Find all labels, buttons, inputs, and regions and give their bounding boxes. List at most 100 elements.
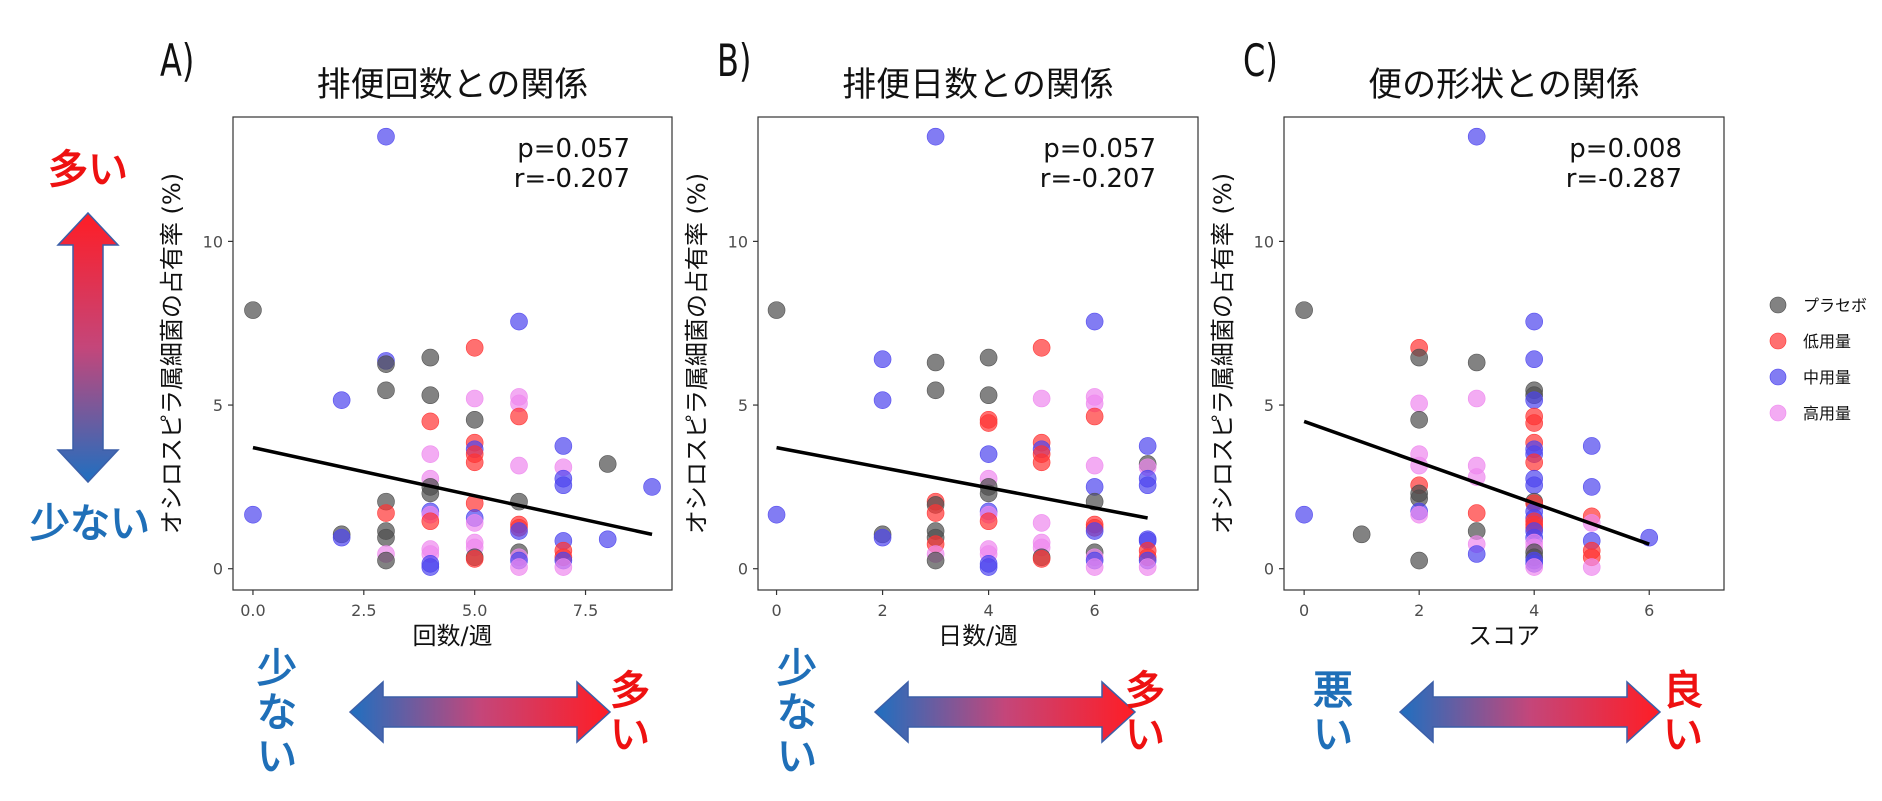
x-tick-label: 6 (1644, 601, 1654, 620)
data-point-high (510, 558, 528, 576)
data-point-high (1032, 389, 1051, 408)
data-point-mid (1582, 437, 1601, 455)
data-point-placebo (377, 528, 395, 547)
data-point-low (979, 512, 998, 531)
data-point-mid (979, 558, 998, 576)
x-tick-label: 2 (1414, 601, 1424, 620)
data-point-low (1525, 453, 1543, 472)
data-point-placebo (926, 381, 945, 400)
data-point-placebo (1410, 410, 1428, 429)
panel-a: A) 排便回数との関係 0 5 10 0.0 2.5 5.0 7.5 回数/週 オシロスピラ属細菌の… (158, 36, 673, 780)
p-value-label: p=0.008 (1569, 134, 1682, 164)
legend-label-low: 低用量 (1803, 332, 1851, 351)
left-indicator-bottom-label: 少ない (30, 501, 150, 547)
scatter-points (1295, 127, 1659, 576)
data-point-mid (1295, 505, 1313, 524)
data-point-low (465, 338, 484, 357)
data-point-mid (598, 530, 617, 549)
scatter-points (767, 127, 1157, 576)
x-tick-label: 2.5 (351, 601, 376, 620)
x-tick-label: 0 (771, 601, 781, 620)
data-point-high (1582, 558, 1601, 576)
y-tick-label: 10 (203, 232, 223, 251)
data-point-mid (1138, 476, 1157, 495)
plot-frame (757, 116, 1199, 591)
legend-label-placebo: プラセボ (1803, 296, 1867, 315)
legend-swatch-mid (1769, 368, 1787, 386)
x-tick-label: 7.5 (573, 601, 598, 620)
legend-label-high: 高用量 (1803, 404, 1851, 423)
arrow-arrow_left_label-label: 悪い (1313, 668, 1353, 758)
data-point-high (1032, 514, 1051, 532)
data-point-low (1467, 504, 1486, 522)
x-tick-label: 4 (1529, 601, 1539, 620)
r-value-label: r=-0.287 (1566, 164, 1682, 194)
data-point-high (1410, 394, 1428, 413)
data-point-low (926, 504, 945, 522)
y-axis-label: オシロスピラ属細菌の占有率 (%) (1209, 173, 1237, 534)
data-point-mid (1138, 437, 1157, 455)
data-point-placebo (767, 301, 786, 319)
x-tick-label: 6 (1090, 601, 1100, 620)
y-tick-label: 0 (738, 560, 748, 579)
legend-swatch-placebo (1769, 296, 1787, 314)
arrow-arrow_left_label-label: 少ない (777, 646, 817, 780)
data-point-mid (1525, 391, 1543, 409)
data-point-high (1410, 505, 1428, 524)
data-point-low (1525, 414, 1543, 432)
y-axis-label: オシロスピラ属細菌の占有率 (%) (683, 173, 711, 534)
data-point-placebo (465, 410, 484, 429)
data-point-placebo (598, 455, 617, 473)
data-point-high (1525, 558, 1543, 576)
data-point-placebo (926, 551, 945, 570)
data-point-mid (377, 127, 395, 146)
left-indicator-top-label: 多い (48, 147, 128, 193)
data-point-low (465, 550, 484, 568)
plot-frame (232, 116, 673, 591)
panel-letter: C) (1243, 36, 1278, 88)
data-point-placebo (421, 386, 440, 405)
x-tick-label: 0 (1299, 601, 1309, 620)
data-point-mid (244, 505, 262, 524)
data-point-low (465, 453, 484, 472)
data-point-mid (1085, 312, 1104, 331)
arrow-arrow_right_label-label: 良い (1663, 668, 1703, 758)
data-point-mid (1467, 545, 1486, 563)
data-point-high (1467, 389, 1486, 408)
data-point-placebo (926, 353, 945, 372)
scatter-points (244, 127, 661, 576)
horizontal-double-arrow (1398, 680, 1662, 744)
data-point-placebo (377, 355, 395, 373)
data-point-high (465, 389, 484, 408)
y-tick-label: 10 (1254, 232, 1274, 251)
plot-frame (1283, 116, 1725, 591)
data-point-low (1085, 407, 1104, 426)
data-point-mid (332, 528, 351, 547)
y-tick-label: 5 (1264, 396, 1274, 415)
data-point-high (1085, 558, 1104, 576)
data-point-mid (554, 437, 573, 455)
trend-line (252, 445, 653, 537)
chart-title: 排便日数との関係 (842, 65, 1114, 105)
y-tick-label: 0 (1264, 560, 1274, 579)
left-indicator: 多い 少ない (30, 147, 150, 547)
x-tick-label: 4 (984, 601, 994, 620)
trend-line (776, 445, 1148, 520)
legend-label-mid: 中用量 (1803, 368, 1851, 387)
y-tick-label: 5 (213, 396, 223, 415)
data-point-mid (873, 350, 892, 369)
data-point-high (421, 445, 440, 463)
data-point-placebo (421, 348, 440, 367)
horizontal-double-arrow (873, 680, 1137, 744)
data-point-mid (873, 391, 892, 409)
data-point-mid (421, 558, 440, 576)
data-point-mid (873, 528, 892, 547)
data-point-mid (1582, 478, 1601, 496)
legend-swatch-low (1769, 332, 1787, 350)
arrow-arrow_right_label-label: 多い (610, 668, 650, 758)
data-point-mid (554, 476, 573, 495)
legend-swatch-high (1769, 404, 1787, 422)
data-point-placebo (244, 301, 262, 319)
panel-letter: B) (717, 36, 751, 88)
